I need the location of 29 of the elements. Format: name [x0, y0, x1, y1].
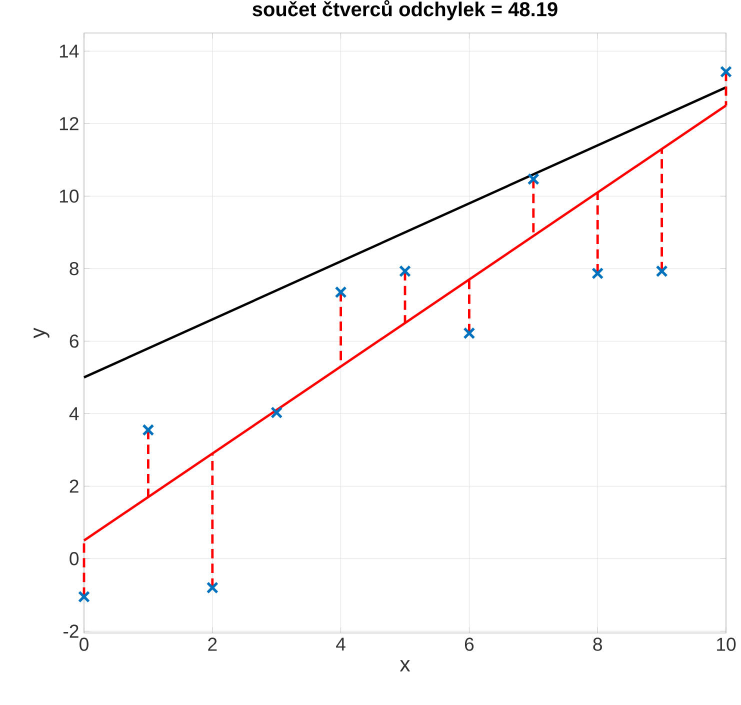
x-tick-label: 2	[208, 638, 217, 651]
y-tick-label: 2	[70, 480, 78, 493]
point	[334, 286, 347, 298]
x-tick-label: 8	[593, 638, 602, 651]
point	[206, 582, 218, 594]
x-tick-label: 6	[464, 638, 474, 651]
y-tick-label: 0	[70, 552, 79, 566]
x-axis-title: x	[400, 660, 410, 672]
point	[720, 66, 732, 78]
x-tick-label: 4	[336, 638, 346, 651]
point	[592, 267, 604, 280]
x-tick-label: 10	[717, 638, 736, 651]
point	[398, 265, 412, 278]
y-tick-label: 12	[60, 117, 78, 130]
y-tick-label: -2	[64, 624, 78, 638]
y-tick-label: 6	[70, 334, 78, 348]
y-tick-label: 8	[70, 262, 78, 276]
point	[78, 590, 90, 603]
point	[527, 173, 540, 186]
point	[463, 327, 476, 340]
y-tick-label: 10	[60, 190, 79, 203]
point	[142, 424, 154, 436]
point	[656, 265, 668, 278]
y-axis-title: y	[34, 328, 50, 338]
y-tick-label: 14	[60, 44, 79, 58]
y-tick-label: 4	[69, 407, 79, 420]
x-tick-label: 0	[80, 638, 88, 651]
point	[270, 406, 283, 419]
chart-title: součet čtverců odchylek = 48.19	[252, 0, 558, 20]
